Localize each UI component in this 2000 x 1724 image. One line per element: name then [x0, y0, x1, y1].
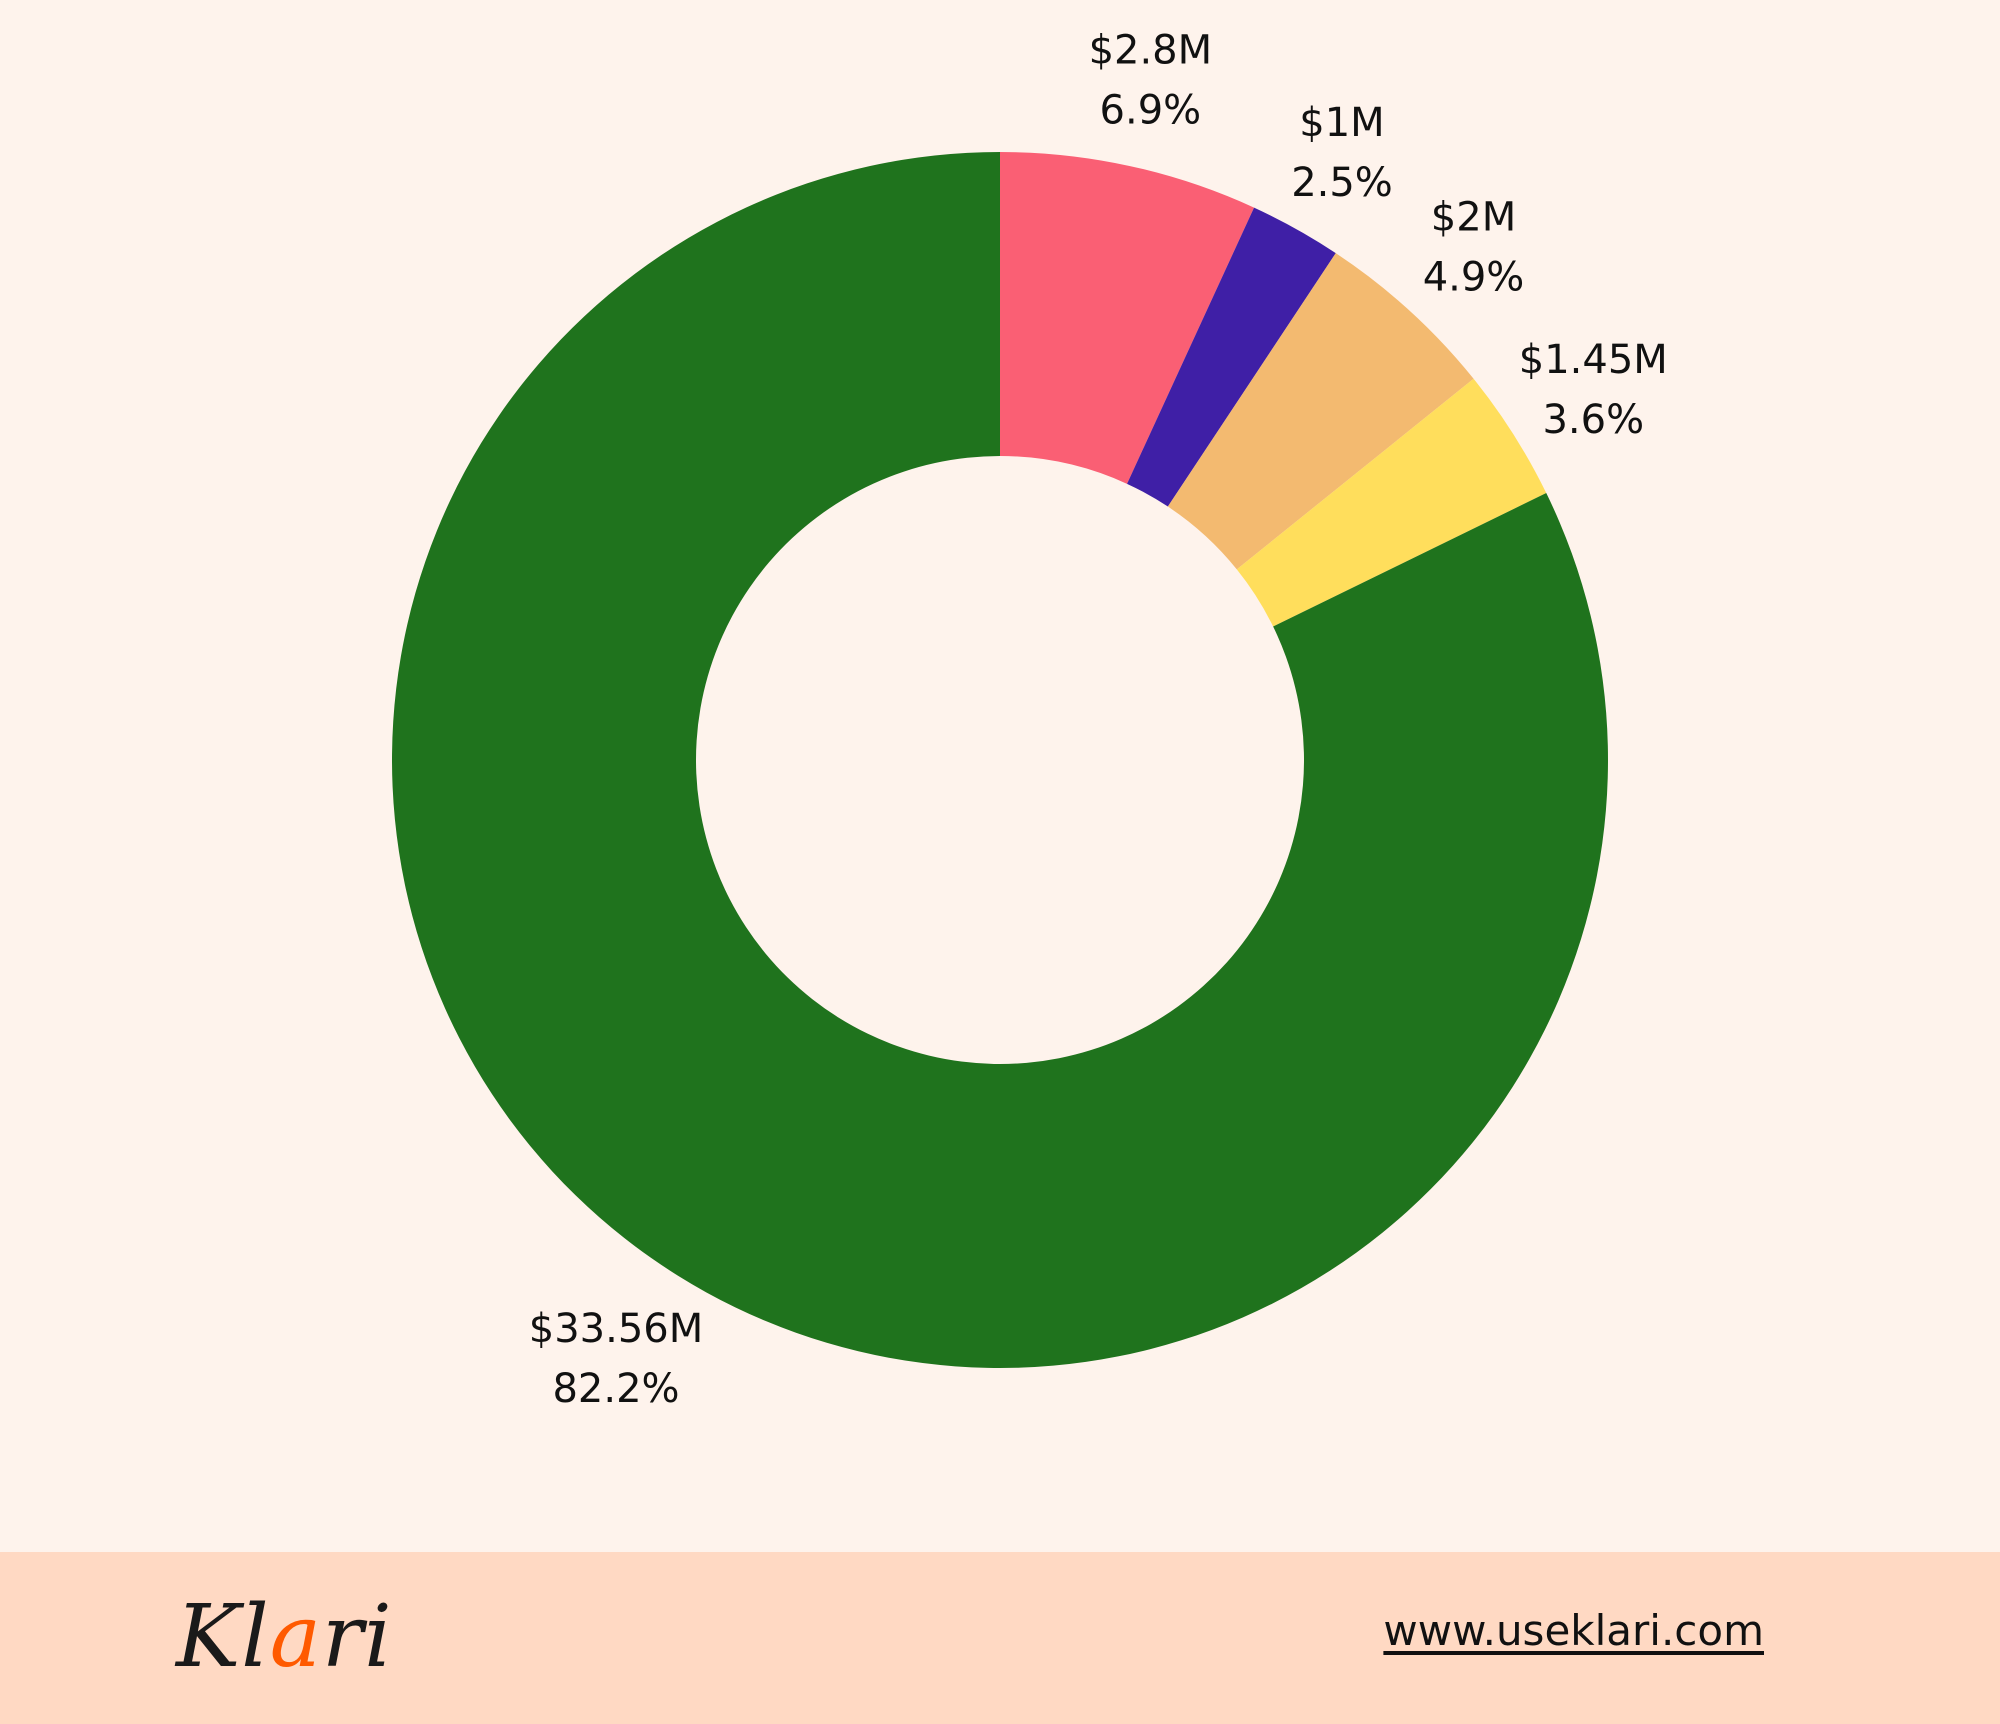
brand-logo: Klari	[176, 1594, 393, 1680]
donut-slice-3	[1167, 253, 1474, 570]
chart-slices	[391, 152, 1608, 1368]
brand-accent-letter: a	[269, 1587, 323, 1687]
donut-chart: $2.8M 6.9% $1M 2.5% $2M 4.9% $1.45M 3.6% $33.56M…	[391, 27, 1668, 1412]
slice-value-label: $33.56M	[529, 1306, 703, 1352]
donut-slice-2	[1127, 207, 1336, 507]
website-link[interactable]: www.useklari.com	[1383, 1606, 1764, 1655]
slice-percent-label: 82.2%	[552, 1366, 679, 1412]
slice-value-label: $2M	[1431, 194, 1516, 240]
slice-percent-label: 2.5%	[1291, 160, 1393, 206]
slice-percent-label: 3.6%	[1542, 397, 1644, 443]
chart-labels: $2.8M 6.9% $1M 2.5% $2M 4.9% $1.45M 3.6% $33.56M…	[529, 27, 1668, 1412]
slice-value-label: $2.8M	[1089, 27, 1213, 73]
donut-slice-4	[1236, 378, 1547, 627]
slice-value-label: $1.45M	[1519, 337, 1668, 383]
slice-label-3: $2M 4.9%	[1423, 194, 1525, 300]
donut-slice-1	[1000, 152, 1255, 484]
slice-label-4: $1.45M 3.6%	[1519, 337, 1668, 443]
brand-suffix: ri	[322, 1587, 393, 1687]
slice-percent-label: 6.9%	[1100, 87, 1202, 133]
brand-prefix: Kl	[176, 1587, 270, 1687]
donut-slice-0	[391, 152, 1608, 1368]
slice-percent-label: 4.9%	[1423, 254, 1525, 300]
slice-value-label: $1M	[1299, 100, 1384, 146]
footer: Klari www.useklari.com	[0, 1552, 2000, 1724]
slice-label-1: $2.8M 6.9%	[1089, 27, 1213, 133]
slice-label-2: $1M 2.5%	[1291, 100, 1393, 206]
slice-label-0: $33.56M 82.2%	[529, 1306, 703, 1412]
